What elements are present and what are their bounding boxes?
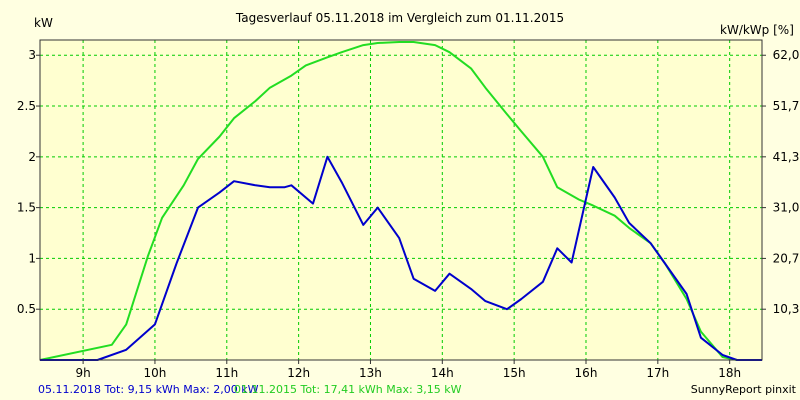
- x-tick-label: 9h: [75, 366, 90, 380]
- footer-series-1: 05.11.2018 Tot: 9,15 kWh Max: 2,00 kW: [38, 383, 259, 396]
- right-axis-ticks: 10,3 20,7 31,0 41,3 51,7 62,0: [762, 48, 799, 316]
- left-tick-label: 3: [28, 48, 36, 62]
- left-axis-label: kW: [34, 16, 53, 30]
- series-line-05-11-2018: [40, 155, 762, 361]
- x-tick-label: 14h: [431, 366, 454, 380]
- x-tick-label: 17h: [646, 366, 669, 380]
- x-tick-label: 15h: [503, 366, 526, 380]
- series-layer: [39, 41, 762, 361]
- x-tick-label: 10h: [144, 366, 167, 380]
- right-tick-label: 20,7: [773, 251, 800, 265]
- left-tick-label: 2.5: [17, 99, 36, 113]
- right-tick-label: 51,7: [773, 99, 800, 113]
- left-tick-label: 2: [28, 150, 36, 164]
- right-tick-label: 31,0: [773, 201, 800, 215]
- footer-credit: SunnyReport pinxit: [691, 383, 797, 396]
- plot-frame: [39, 39, 763, 361]
- x-tick-label: 12h: [287, 366, 310, 380]
- x-tick-label: 18h: [718, 366, 741, 380]
- left-axis-ticks: 0.5 1 1.5 2 2.5 3: [17, 48, 40, 316]
- chart-title: Tagesverlauf 05.11.2018 im Vergleich zum…: [235, 11, 564, 25]
- right-axis-label: kW/kWp [%]: [720, 23, 794, 37]
- right-tick-label: 41,3: [773, 150, 800, 164]
- right-tick-label: 10,3: [773, 302, 800, 316]
- x-tick-label: 16h: [575, 366, 598, 380]
- left-tick-label: 0.5: [17, 302, 36, 316]
- plot-area: [40, 40, 762, 360]
- right-tick-label: 62,0: [773, 48, 800, 62]
- left-tick-label: 1: [28, 251, 36, 265]
- x-tick-label: 13h: [359, 366, 382, 380]
- x-axis-ticks: 9h 10h 11h 12h 13h 14h 15h 16h 17h 18h: [75, 360, 741, 380]
- x-tick-label: 11h: [215, 366, 238, 380]
- left-tick-label: 1.5: [17, 201, 36, 215]
- footer-series-2: 01.11.2015 Tot: 17,41 kWh Max: 3,15 kW: [234, 383, 462, 396]
- gridlines: [40, 40, 762, 360]
